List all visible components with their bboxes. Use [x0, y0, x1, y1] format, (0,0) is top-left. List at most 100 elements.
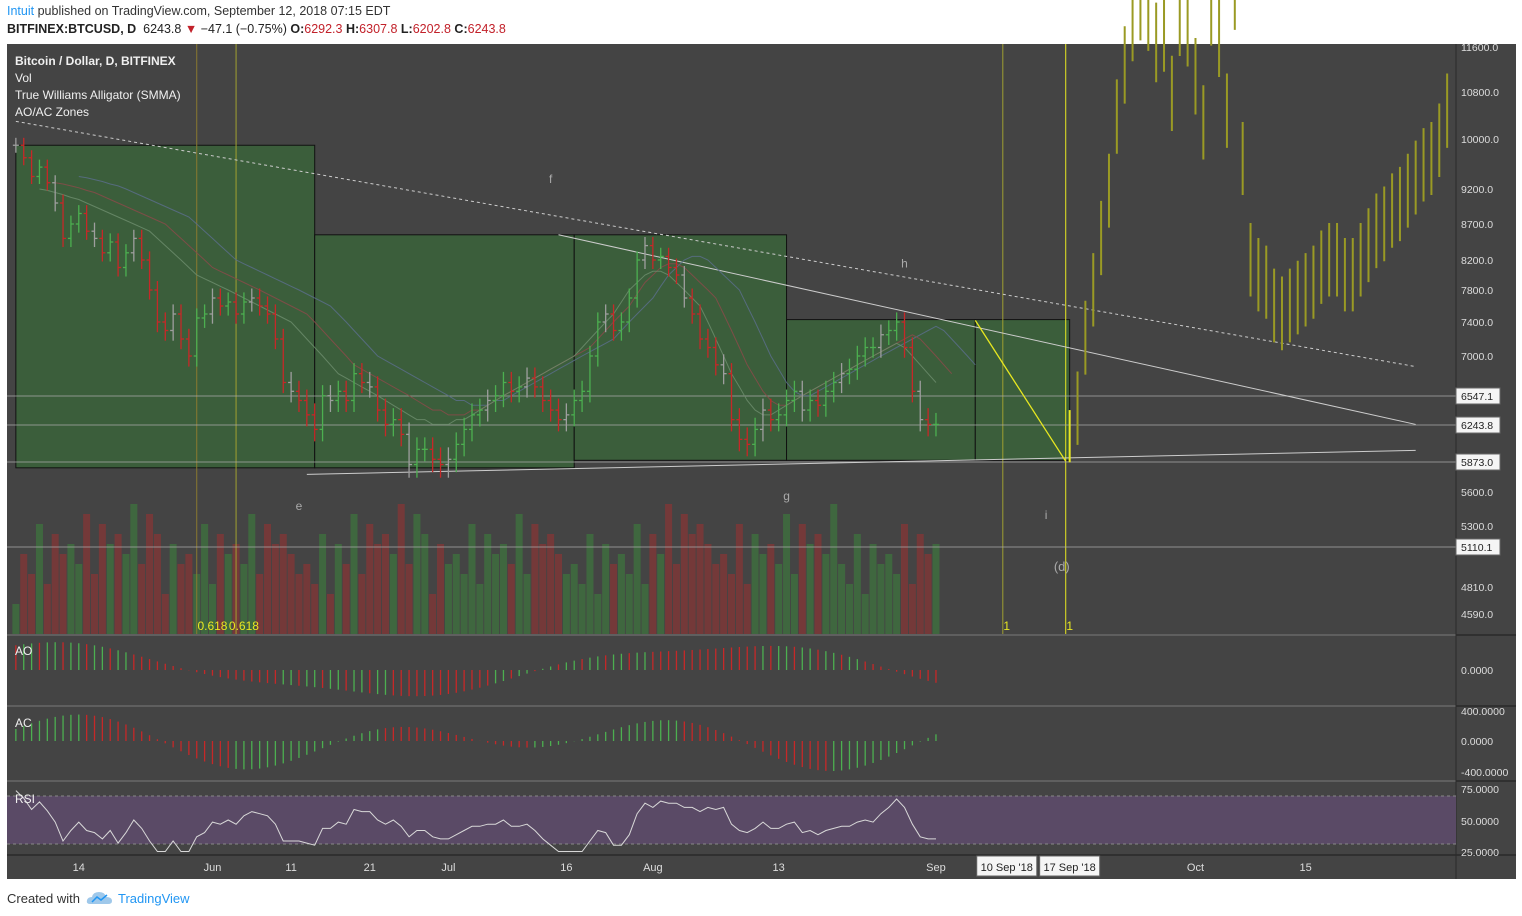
price-chart[interactable]: 11600.0 10800.0 10000.0 9200.0 8700.0 8200.0 7… — [0, 0, 1522, 880]
volume-bar — [28, 574, 36, 634]
volume-bar — [523, 574, 531, 634]
volume-bar — [405, 564, 413, 634]
volume-bar — [185, 554, 193, 634]
low-label: L: — [400, 22, 413, 36]
ao-pane[interactable] — [7, 636, 1456, 705]
price-tick-label: 5600.0 — [1461, 487, 1493, 499]
volume-bar — [570, 564, 578, 634]
volume-bar — [429, 594, 437, 634]
volume-bar — [224, 554, 232, 634]
volume-bar — [885, 554, 893, 634]
tradingview-cloud-icon[interactable] — [86, 889, 114, 907]
price-tick-label: 4810.0 — [1461, 582, 1493, 594]
volume-bar — [861, 594, 869, 634]
price-tag-label: 6547.1 — [1461, 391, 1493, 403]
osc-tick-label: 0.0000 — [1461, 665, 1493, 677]
legend-item[interactable]: AO/AC Zones — [15, 105, 89, 119]
volume-bar — [759, 554, 767, 634]
date-tag-box — [976, 855, 1038, 877]
volume-bar — [106, 544, 114, 634]
volume-bar — [350, 514, 358, 634]
publish-line: Intuit published on TradingView.com, Sep… — [7, 4, 390, 18]
wave-annotation: 1 — [1066, 619, 1073, 633]
volume-bar — [35, 524, 43, 634]
price-tick-label: 11600.0 — [1461, 42, 1498, 54]
time-tick-label: 16 — [560, 862, 572, 874]
pane-label[interactable]: RSI — [15, 792, 35, 806]
time-axis[interactable] — [7, 855, 1516, 879]
price-tick-label: 5300.0 — [1461, 521, 1493, 533]
volume-bar — [161, 594, 169, 634]
volume-bar — [146, 514, 154, 634]
legend-item[interactable]: Bitcoin / Dollar, D, BITFINEX — [15, 54, 176, 68]
osc-tick-label: 400.0000 — [1461, 706, 1505, 718]
volume-bar — [798, 524, 806, 634]
created-with-text: Created with — [7, 891, 80, 906]
volume-bar — [893, 574, 901, 634]
volume-bar — [531, 524, 539, 634]
ac-pane[interactable] — [7, 707, 1456, 780]
triangle-lower-line — [306, 449, 1416, 475]
price-axis[interactable] — [1456, 44, 1516, 855]
osc-tick-label: 75.0000 — [1461, 784, 1499, 796]
volume-bar — [342, 564, 350, 634]
volume-bar — [51, 534, 59, 634]
osc-tick-label: 50.0000 — [1461, 816, 1499, 828]
volume-bar — [586, 534, 594, 634]
volume-bar — [452, 554, 460, 634]
volume-bar — [208, 584, 216, 634]
volume-bar — [688, 534, 696, 634]
volume-bar — [83, 514, 91, 634]
volume-bar — [610, 564, 618, 634]
volume-bar — [641, 584, 649, 634]
legend-item[interactable]: Vol — [15, 71, 32, 85]
wave-annotation: 1 — [1003, 619, 1010, 633]
high-label: H: — [345, 22, 360, 36]
volume-bar — [657, 554, 665, 634]
volume-bar — [130, 504, 138, 634]
pane-label[interactable]: AC — [15, 716, 32, 730]
volume-bar — [547, 534, 555, 634]
time-tick-label: Jun — [204, 862, 222, 874]
volume-bar — [114, 534, 122, 634]
volume-bar — [389, 554, 397, 634]
volume-bar — [91, 574, 99, 634]
volume-bar — [311, 584, 319, 634]
volume-bar — [649, 534, 657, 634]
price-tag-label: 6243.8 — [1461, 420, 1493, 432]
volume-bar — [216, 534, 224, 634]
triangle-upper-line — [558, 234, 1416, 425]
tradingview-link[interactable]: TradingView — [118, 891, 190, 906]
price-tick-label: 7400.0 — [1461, 317, 1493, 329]
volume-bar — [830, 504, 838, 634]
volume-bar — [287, 554, 295, 634]
volume-bar — [633, 524, 641, 634]
price-tag-label: 5873.0 — [1461, 457, 1493, 469]
volume-bar — [696, 524, 704, 634]
rsi-line — [15, 790, 936, 852]
price-tick-label: 9200.0 — [1461, 184, 1493, 196]
volume-bar — [806, 544, 814, 634]
close-value: 6243.8 — [467, 22, 506, 36]
volume-bar — [12, 604, 20, 634]
price-tick-label: 4590.0 — [1461, 609, 1493, 621]
time-tick-label: 13 — [773, 862, 785, 874]
symbol-label: BITFINEX:BTCUSD, D — [7, 22, 137, 36]
time-tick-label: 17 Sep '18 — [1044, 862, 1096, 874]
author-name[interactable]: Intuit — [7, 4, 35, 18]
volume-bar — [413, 514, 421, 634]
pane-label[interactable]: AO — [15, 644, 32, 658]
price-tick-label: 8700.0 — [1461, 219, 1493, 231]
volume-bar — [264, 524, 272, 634]
time-tick-label: 15 — [1299, 862, 1311, 874]
volume-bar — [554, 554, 562, 634]
legend-item[interactable]: True Williams Alligator (SMMA) — [15, 88, 181, 102]
volume-bar — [602, 544, 610, 634]
low-value: 6202.8 — [412, 22, 451, 36]
volume-bar — [279, 534, 287, 634]
price-change: −47.1 (−0.75%) — [200, 22, 287, 36]
volume-bar — [853, 534, 861, 634]
volume-bar — [295, 574, 303, 634]
volume-bar — [735, 524, 743, 634]
volume-bar — [712, 564, 720, 634]
